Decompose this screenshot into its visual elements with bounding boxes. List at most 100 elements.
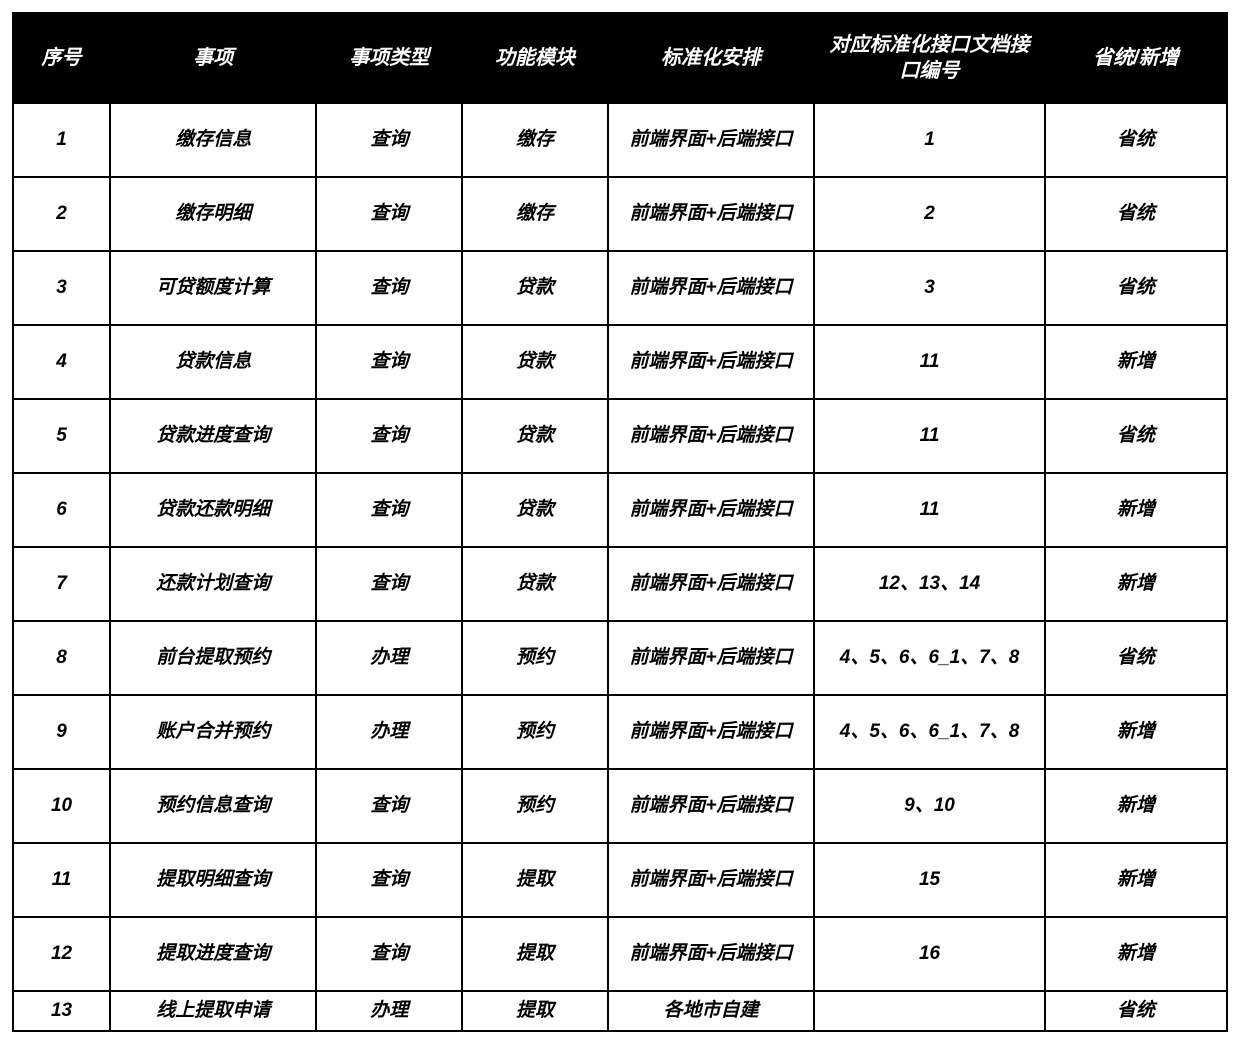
cell-status: 省统 — [1045, 177, 1227, 251]
cell-module: 缴存 — [462, 177, 608, 251]
cell-type: 查询 — [316, 843, 462, 917]
table-row: 10预约信息查询查询预约前端界面+后端接口9、10新增 — [13, 769, 1227, 843]
cell-docnum: 11 — [814, 399, 1045, 473]
cell-status: 省统 — [1045, 991, 1227, 1031]
cell-item: 贷款还款明细 — [110, 473, 316, 547]
cell-status: 省统 — [1045, 103, 1227, 177]
cell-module: 提取 — [462, 917, 608, 991]
cell-item: 提取明细查询 — [110, 843, 316, 917]
cell-item: 贷款信息 — [110, 325, 316, 399]
cell-status: 新增 — [1045, 695, 1227, 769]
cell-arrange: 前端界面+后端接口 — [608, 917, 814, 991]
cell-type: 查询 — [316, 177, 462, 251]
cell-type: 查询 — [316, 103, 462, 177]
cell-status: 新增 — [1045, 325, 1227, 399]
cell-status: 省统 — [1045, 251, 1227, 325]
cell-type: 查询 — [316, 251, 462, 325]
header-status: 省统/新增 — [1045, 13, 1227, 103]
table-row: 13线上提取申请办理提取各地市自建省统 — [13, 991, 1227, 1031]
cell-seq: 1 — [13, 103, 110, 177]
cell-module: 提取 — [462, 843, 608, 917]
table-row: 2缴存明细查询缴存前端界面+后端接口2省统 — [13, 177, 1227, 251]
cell-docnum: 11 — [814, 473, 1045, 547]
cell-arrange: 前端界面+后端接口 — [608, 251, 814, 325]
cell-docnum: 2 — [814, 177, 1045, 251]
cell-status: 省统 — [1045, 621, 1227, 695]
cell-seq: 11 — [13, 843, 110, 917]
table-row: 9账户合并预约办理预约前端界面+后端接口4、5、6、6_1、7、8新增 — [13, 695, 1227, 769]
header-item: 事项 — [110, 13, 316, 103]
cell-type: 办理 — [316, 991, 462, 1031]
cell-item: 预约信息查询 — [110, 769, 316, 843]
table-row: 12提取进度查询查询提取前端界面+后端接口16新增 — [13, 917, 1227, 991]
cell-arrange: 前端界面+后端接口 — [608, 177, 814, 251]
header-module: 功能模块 — [462, 13, 608, 103]
cell-status: 新增 — [1045, 473, 1227, 547]
cell-item: 还款计划查询 — [110, 547, 316, 621]
cell-arrange: 前端界面+后端接口 — [608, 695, 814, 769]
cell-docnum: 15 — [814, 843, 1045, 917]
cell-arrange: 前端界面+后端接口 — [608, 473, 814, 547]
cell-docnum: 12、13、14 — [814, 547, 1045, 621]
header-arrange: 标准化安排 — [608, 13, 814, 103]
cell-arrange: 前端界面+后端接口 — [608, 325, 814, 399]
cell-item: 线上提取申请 — [110, 991, 316, 1031]
cell-docnum: 9、10 — [814, 769, 1045, 843]
header-seq: 序号 — [13, 13, 110, 103]
cell-type: 查询 — [316, 769, 462, 843]
cell-module: 贷款 — [462, 547, 608, 621]
cell-module: 贷款 — [462, 399, 608, 473]
cell-seq: 9 — [13, 695, 110, 769]
cell-docnum: 1 — [814, 103, 1045, 177]
table-row: 7还款计划查询查询贷款前端界面+后端接口12、13、14新增 — [13, 547, 1227, 621]
cell-seq: 5 — [13, 399, 110, 473]
cell-status: 新增 — [1045, 547, 1227, 621]
cell-type: 办理 — [316, 621, 462, 695]
cell-seq: 2 — [13, 177, 110, 251]
cell-module: 预约 — [462, 695, 608, 769]
cell-item: 账户合并预约 — [110, 695, 316, 769]
cell-status: 新增 — [1045, 769, 1227, 843]
cell-status: 省统 — [1045, 399, 1227, 473]
cell-arrange: 前端界面+后端接口 — [608, 547, 814, 621]
cell-seq: 13 — [13, 991, 110, 1031]
cell-seq: 12 — [13, 917, 110, 991]
table-row: 5贷款进度查询查询贷款前端界面+后端接口11省统 — [13, 399, 1227, 473]
cell-item: 提取进度查询 — [110, 917, 316, 991]
cell-docnum: 11 — [814, 325, 1045, 399]
table-row: 1缴存信息查询缴存前端界面+后端接口1省统 — [13, 103, 1227, 177]
cell-module: 贷款 — [462, 325, 608, 399]
cell-arrange: 前端界面+后端接口 — [608, 621, 814, 695]
cell-seq: 8 — [13, 621, 110, 695]
table-row: 8前台提取预约办理预约前端界面+后端接口4、5、6、6_1、7、8省统 — [13, 621, 1227, 695]
cell-docnum: 16 — [814, 917, 1045, 991]
cell-docnum: 3 — [814, 251, 1045, 325]
cell-seq: 7 — [13, 547, 110, 621]
header-type: 事项类型 — [316, 13, 462, 103]
cell-module: 缴存 — [462, 103, 608, 177]
cell-docnum: 4、5、6、6_1、7、8 — [814, 695, 1045, 769]
cell-item: 缴存信息 — [110, 103, 316, 177]
cell-type: 查询 — [316, 547, 462, 621]
cell-status: 新增 — [1045, 843, 1227, 917]
cell-seq: 4 — [13, 325, 110, 399]
cell-docnum: 4、5、6、6_1、7、8 — [814, 621, 1045, 695]
cell-type: 查询 — [316, 325, 462, 399]
header-row: 序号 事项 事项类型 功能模块 标准化安排 对应标准化接口文档接口编号 省统/新… — [13, 13, 1227, 103]
cell-item: 缴存明细 — [110, 177, 316, 251]
cell-arrange: 前端界面+后端接口 — [608, 769, 814, 843]
cell-item: 前台提取预约 — [110, 621, 316, 695]
cell-module: 预约 — [462, 621, 608, 695]
header-docnum: 对应标准化接口文档接口编号 — [814, 13, 1045, 103]
cell-status: 新增 — [1045, 917, 1227, 991]
cell-arrange: 前端界面+后端接口 — [608, 399, 814, 473]
cell-type: 查询 — [316, 399, 462, 473]
table-row: 3可贷额度计算查询贷款前端界面+后端接口3省统 — [13, 251, 1227, 325]
cell-type: 查询 — [316, 917, 462, 991]
table-row: 6贷款还款明细查询贷款前端界面+后端接口11新增 — [13, 473, 1227, 547]
cell-module: 提取 — [462, 991, 608, 1031]
table-head: 序号 事项 事项类型 功能模块 标准化安排 对应标准化接口文档接口编号 省统/新… — [13, 13, 1227, 103]
cell-seq: 10 — [13, 769, 110, 843]
cell-item: 贷款进度查询 — [110, 399, 316, 473]
cell-module: 预约 — [462, 769, 608, 843]
